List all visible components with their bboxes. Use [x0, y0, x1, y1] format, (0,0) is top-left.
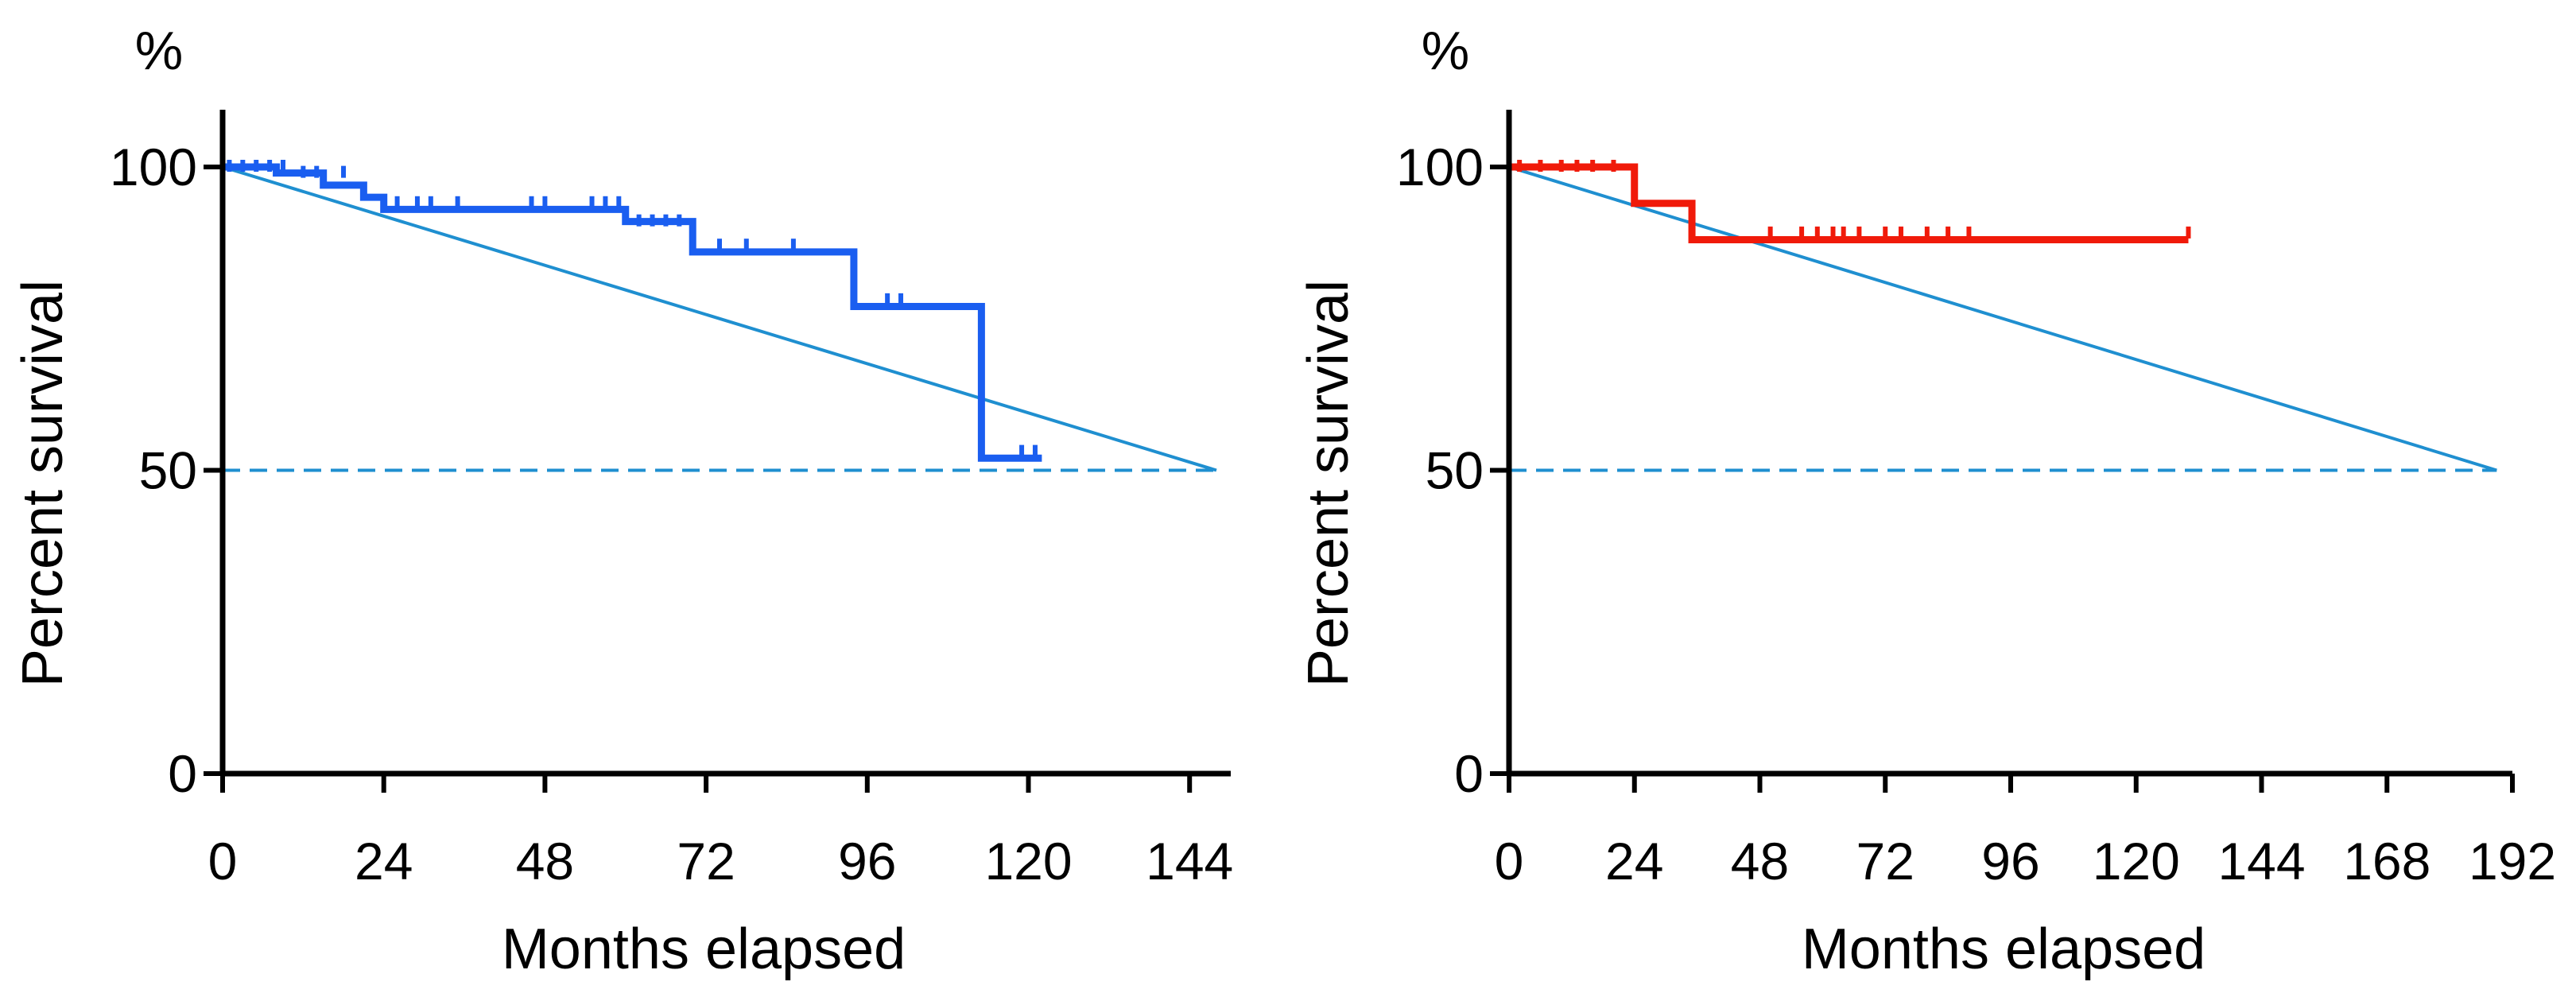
x-tick-label-left-72: 72 [677, 832, 735, 890]
x-tick-label-left-48: 48 [516, 832, 574, 890]
y-tick-label-right-0: 0 [1454, 744, 1484, 803]
x-tick-label-right-48: 48 [1731, 832, 1789, 890]
x-tick-label-left-0: 0 [208, 832, 238, 890]
y-tick-label-right-50: 50 [1426, 441, 1484, 500]
x-tick-label-right-192: 192 [2469, 832, 2556, 890]
x-tick-label-right-96: 96 [1981, 832, 2039, 890]
linear-reference-line-left [222, 165, 1217, 472]
x-tick-label-left-144: 144 [1146, 832, 1233, 890]
survival-curve-left [223, 163, 1042, 462]
x-tick-label-right-144: 144 [2217, 832, 2305, 890]
y-tick-label-left-0: 0 [168, 744, 197, 803]
x-tick-label-right-72: 72 [1856, 832, 1915, 890]
x-tick-label-left-24: 24 [355, 832, 413, 890]
y-tick-label-right-100: 100 [1396, 138, 1484, 196]
linear-reference-line-right [1508, 165, 2497, 472]
x-tick-label-right-120: 120 [2093, 832, 2180, 890]
y-axis-label-right: Percent survival [1297, 280, 1360, 687]
x-axis-label-left: Months elapsed [502, 918, 906, 981]
x-tick-label-left-96: 96 [838, 832, 896, 890]
survival-curve-right [1509, 163, 2189, 244]
x-tick-label-right-168: 168 [2343, 832, 2431, 890]
y-axis-label-left: Percent survival [11, 280, 75, 687]
y-unit-label-right: % [1422, 21, 1469, 81]
x-tick-label-right-24: 24 [1605, 832, 1663, 890]
survival-chart-left: % Percent survival Months elapsed 0 50 100… [11, 21, 1233, 981]
survival-chart-right: % Percent survival Months elapsed 0 50 100… [1297, 21, 2556, 981]
y-tick-label-left-100: 100 [110, 138, 197, 196]
y-tick-label-left-50: 50 [139, 441, 197, 500]
x-tick-label-left-120: 120 [984, 832, 1072, 890]
x-tick-label-right-0: 0 [1495, 832, 1524, 890]
y-unit-label-left: % [135, 21, 183, 81]
x-axis-label-right: Months elapsed [1802, 918, 2206, 981]
